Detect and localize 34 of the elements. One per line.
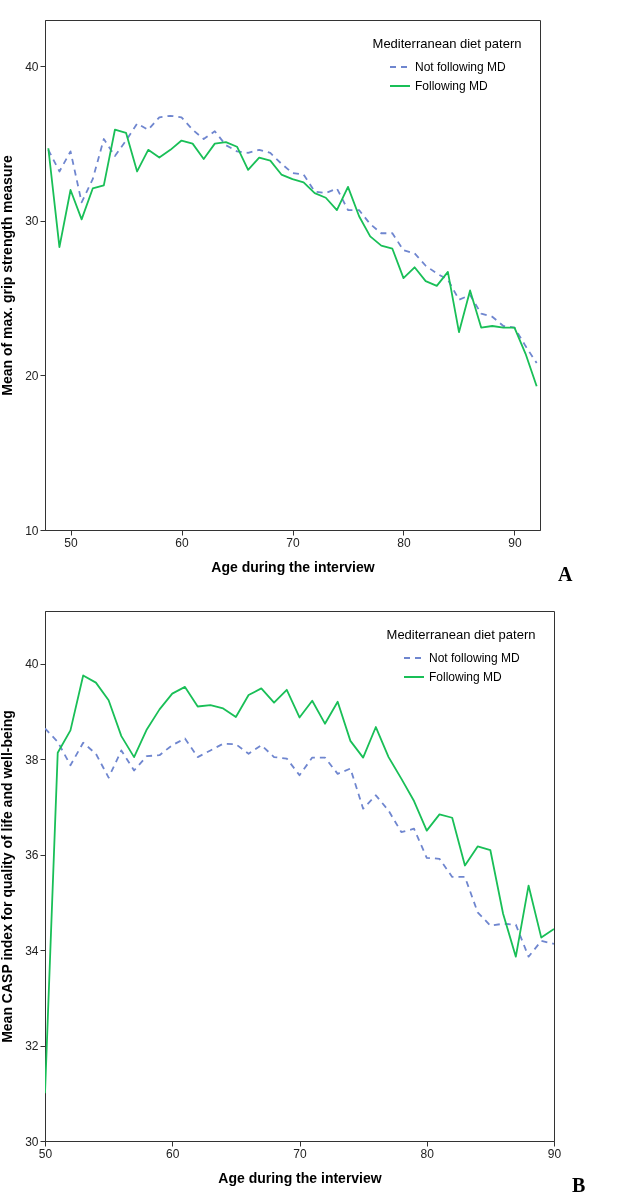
text: A xyxy=(558,563,573,585)
y-tick-label: 20 xyxy=(25,368,39,383)
x-tick-label: 60 xyxy=(166,1146,180,1161)
y-tick-label: 32 xyxy=(25,1039,39,1053)
y-tick-label: 34 xyxy=(25,943,39,958)
x-tick-label: 90 xyxy=(547,1146,562,1161)
y-tick-label: 30 xyxy=(25,214,39,229)
legend-title: Mediterranean diet patern xyxy=(372,36,522,51)
x-tick-label: 50 xyxy=(64,535,79,550)
x-tick-label: 70 xyxy=(286,535,300,550)
x-tick-label: 70 xyxy=(293,1146,307,1161)
x-tick-label: 90 xyxy=(508,535,522,550)
y-tick-label: 30 xyxy=(25,1134,39,1149)
line-series xyxy=(45,674,554,1095)
y-tick-label: 40 xyxy=(25,59,39,74)
x-tick-label: 50 xyxy=(38,1146,53,1161)
x-axis-title: Age during the interview xyxy=(218,1169,382,1186)
y-tick-label: 36 xyxy=(25,848,39,863)
legend-title: Mediterranean diet patern xyxy=(386,627,536,642)
y-axis-title: Mean of max. grip strength measure xyxy=(0,155,16,396)
x-axis-title: Age during the interview xyxy=(211,558,375,575)
line-series xyxy=(45,727,554,958)
x-tick-label: 80 xyxy=(420,1146,435,1161)
legend-label: Not following MD xyxy=(429,651,521,665)
y-tick-label: 10 xyxy=(25,523,39,538)
legend-label: Following MD xyxy=(415,79,489,93)
legend-label: Not following MD xyxy=(415,60,507,74)
x-tick-label: 60 xyxy=(175,535,190,550)
y-tick-label: 40 xyxy=(25,657,39,672)
y-axis-title: Mean CASP index for quality of life and well-being xyxy=(0,710,16,1043)
text: B xyxy=(572,1174,586,1196)
x-tick-label: 80 xyxy=(397,535,411,550)
y-tick-label: 38 xyxy=(25,752,39,767)
legend-label: Following MD xyxy=(429,670,503,684)
